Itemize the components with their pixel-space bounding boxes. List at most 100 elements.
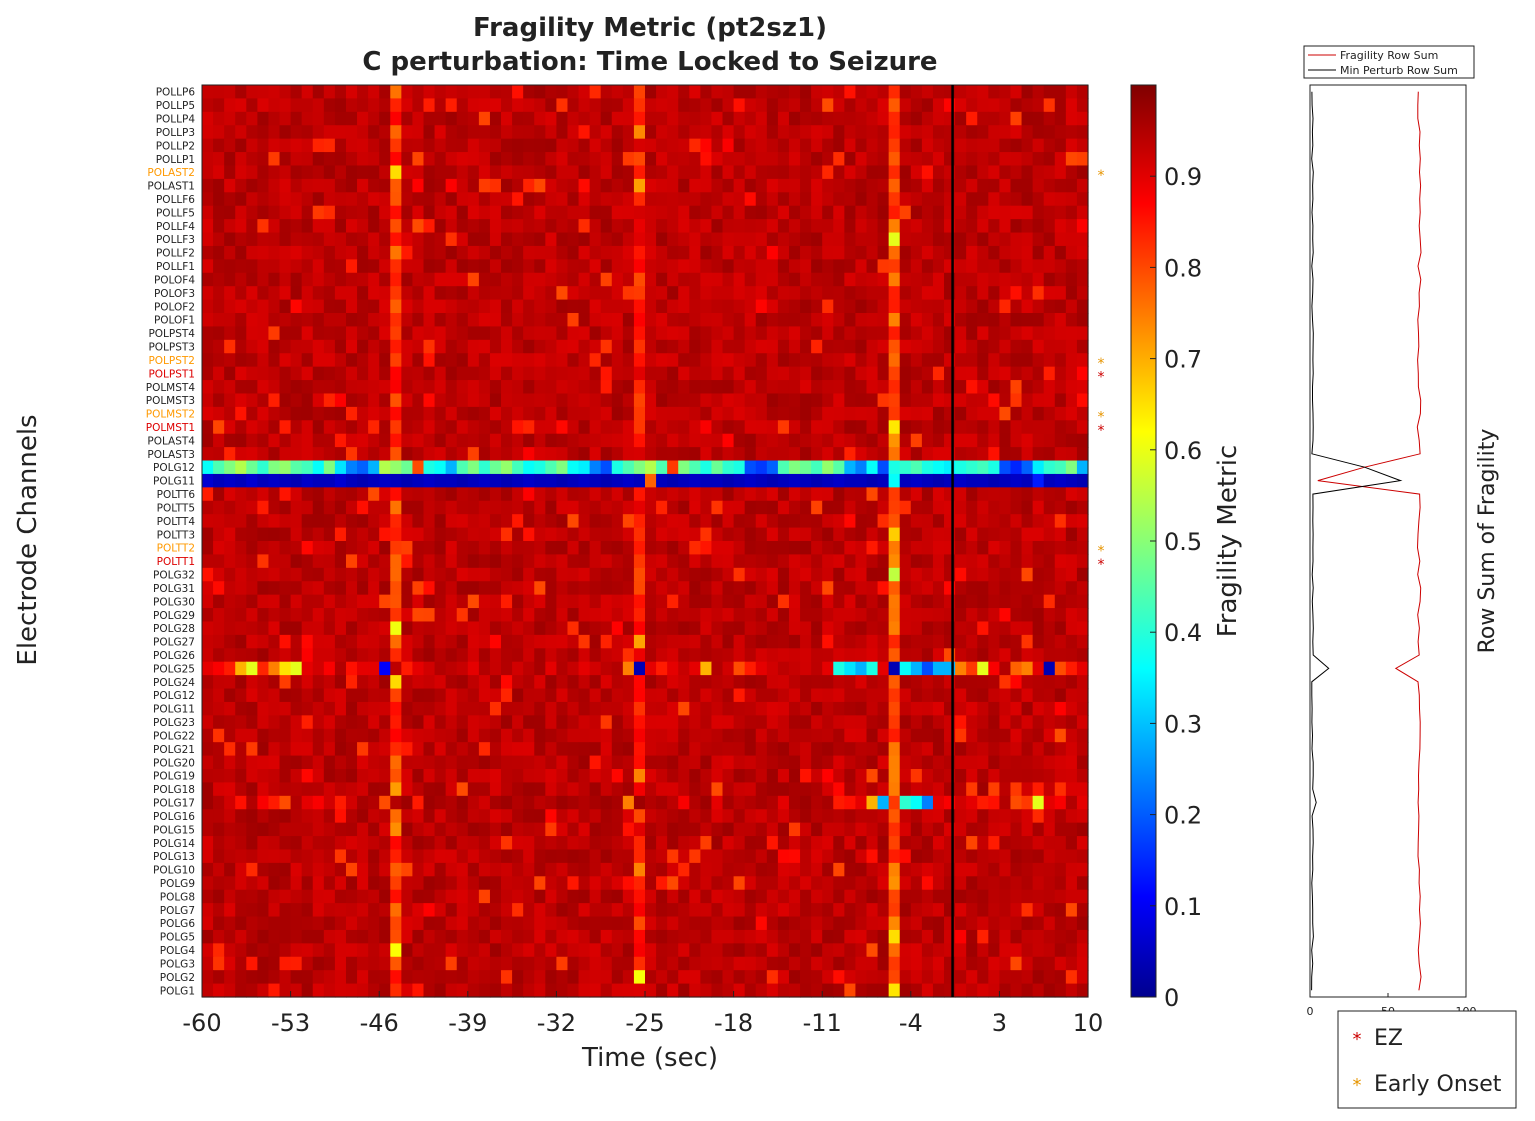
heatmap-cell (689, 809, 701, 824)
heatmap-cell (910, 299, 923, 314)
heatmap-cell (899, 380, 912, 395)
heatmap-cell (811, 192, 823, 207)
heatmap-cell (733, 192, 746, 207)
heatmap-cell (224, 675, 236, 690)
heatmap-cell (412, 862, 425, 877)
heatmap-cell (534, 313, 546, 328)
heatmap-cell (955, 245, 967, 260)
heatmap-cell (777, 299, 790, 314)
heatmap-cell (224, 500, 236, 515)
heatmap-cell (656, 473, 668, 488)
heatmap-cell (888, 675, 901, 690)
heatmap-cell (412, 98, 425, 113)
heatmap-cell (412, 85, 425, 100)
heatmap-cell (645, 125, 657, 140)
heatmap-cell (567, 326, 580, 341)
heatmap-cell (866, 621, 879, 636)
heatmap-cell (246, 380, 258, 395)
heatmap-cell (833, 339, 845, 354)
heatmap-cell (423, 903, 436, 918)
heatmap-cell (955, 447, 967, 462)
heatmap-cell (556, 862, 569, 877)
heatmap-cell (777, 460, 790, 475)
heatmap-cell (246, 728, 258, 743)
heatmap-cell (368, 366, 380, 381)
heatmap-cell (434, 473, 447, 488)
heatmap-cell (744, 420, 757, 435)
heatmap-cell (977, 527, 989, 542)
heatmap-cell (290, 634, 303, 649)
heatmap-cell (534, 822, 546, 837)
heatmap-cell (722, 795, 735, 810)
heatmap-cell (390, 809, 402, 824)
heatmap-cell (656, 152, 668, 167)
heatmap-cell (833, 299, 845, 314)
heatmap-cell (910, 742, 923, 757)
heatmap-cell (966, 433, 978, 448)
heatmap-cell (412, 661, 425, 676)
heatmap-cell (944, 621, 956, 636)
heatmap-cell (700, 634, 713, 649)
heatmap-cell (877, 634, 890, 649)
heatmap-cell (345, 527, 358, 542)
heatmap-cell (357, 473, 369, 488)
heatmap-cell (788, 661, 801, 676)
heatmap-cell (744, 272, 757, 287)
heatmap-cell (501, 125, 513, 140)
heatmap-cell (811, 836, 823, 851)
heatmap-cell (622, 339, 635, 354)
heatmap-cell (578, 232, 591, 247)
heatmap-cell (1065, 567, 1078, 582)
heatmap-cell (412, 232, 425, 247)
heatmap-cell (545, 715, 557, 730)
heatmap-cell (323, 889, 336, 904)
heatmap-cell (822, 782, 834, 797)
heatmap-cell (556, 701, 569, 716)
heatmap-cell (777, 313, 790, 328)
heatmap-cell (744, 648, 757, 663)
heatmap-cell (412, 111, 425, 126)
heatmap-cell (755, 836, 768, 851)
heatmap-cell (379, 634, 391, 649)
heatmap-cell (456, 500, 469, 515)
heatmap-cell (777, 903, 790, 918)
heatmap-cell (888, 420, 901, 435)
heatmap-cell (390, 232, 402, 247)
heatmap-cell (456, 420, 469, 435)
heatmap-cell (213, 916, 225, 931)
heatmap-cell (1065, 795, 1078, 810)
heatmap-cell (1032, 514, 1045, 529)
heatmap-cell (246, 393, 258, 408)
heatmap-cell (977, 138, 989, 153)
heatmap-cell (478, 500, 491, 515)
heatmap-cell (1043, 286, 1056, 301)
heatmap-cell (744, 152, 757, 167)
heatmap-cell (755, 782, 768, 797)
heatmap-cell (545, 111, 557, 126)
heatmap-cell (512, 567, 524, 582)
heatmap-cell (456, 862, 469, 877)
heatmap-cell (534, 433, 546, 448)
heatmap-cell (534, 299, 546, 314)
heatmap-cell (1021, 192, 1034, 207)
heatmap-cell (290, 353, 303, 368)
heatmap-cell (733, 782, 746, 797)
heatmap-cell (279, 621, 292, 636)
heatmap-cell (711, 447, 724, 462)
heatmap-cell (811, 326, 823, 341)
heatmap-cell (1032, 473, 1045, 488)
heatmap-cell (1043, 728, 1056, 743)
heatmap-cell (202, 219, 214, 234)
heatmap-cell (556, 876, 569, 891)
heatmap-cell (733, 205, 746, 220)
heatmap-cell (733, 608, 746, 623)
heatmap-cell (368, 608, 380, 623)
heatmap-cell (567, 675, 580, 690)
heatmap-cell (412, 809, 425, 824)
heatmap-cell (811, 849, 823, 864)
heatmap-cell (622, 701, 635, 716)
heatmap-cell (667, 541, 679, 556)
heatmap-cell (534, 286, 546, 301)
heatmap-cell (567, 259, 580, 274)
heatmap-cell (545, 769, 557, 784)
